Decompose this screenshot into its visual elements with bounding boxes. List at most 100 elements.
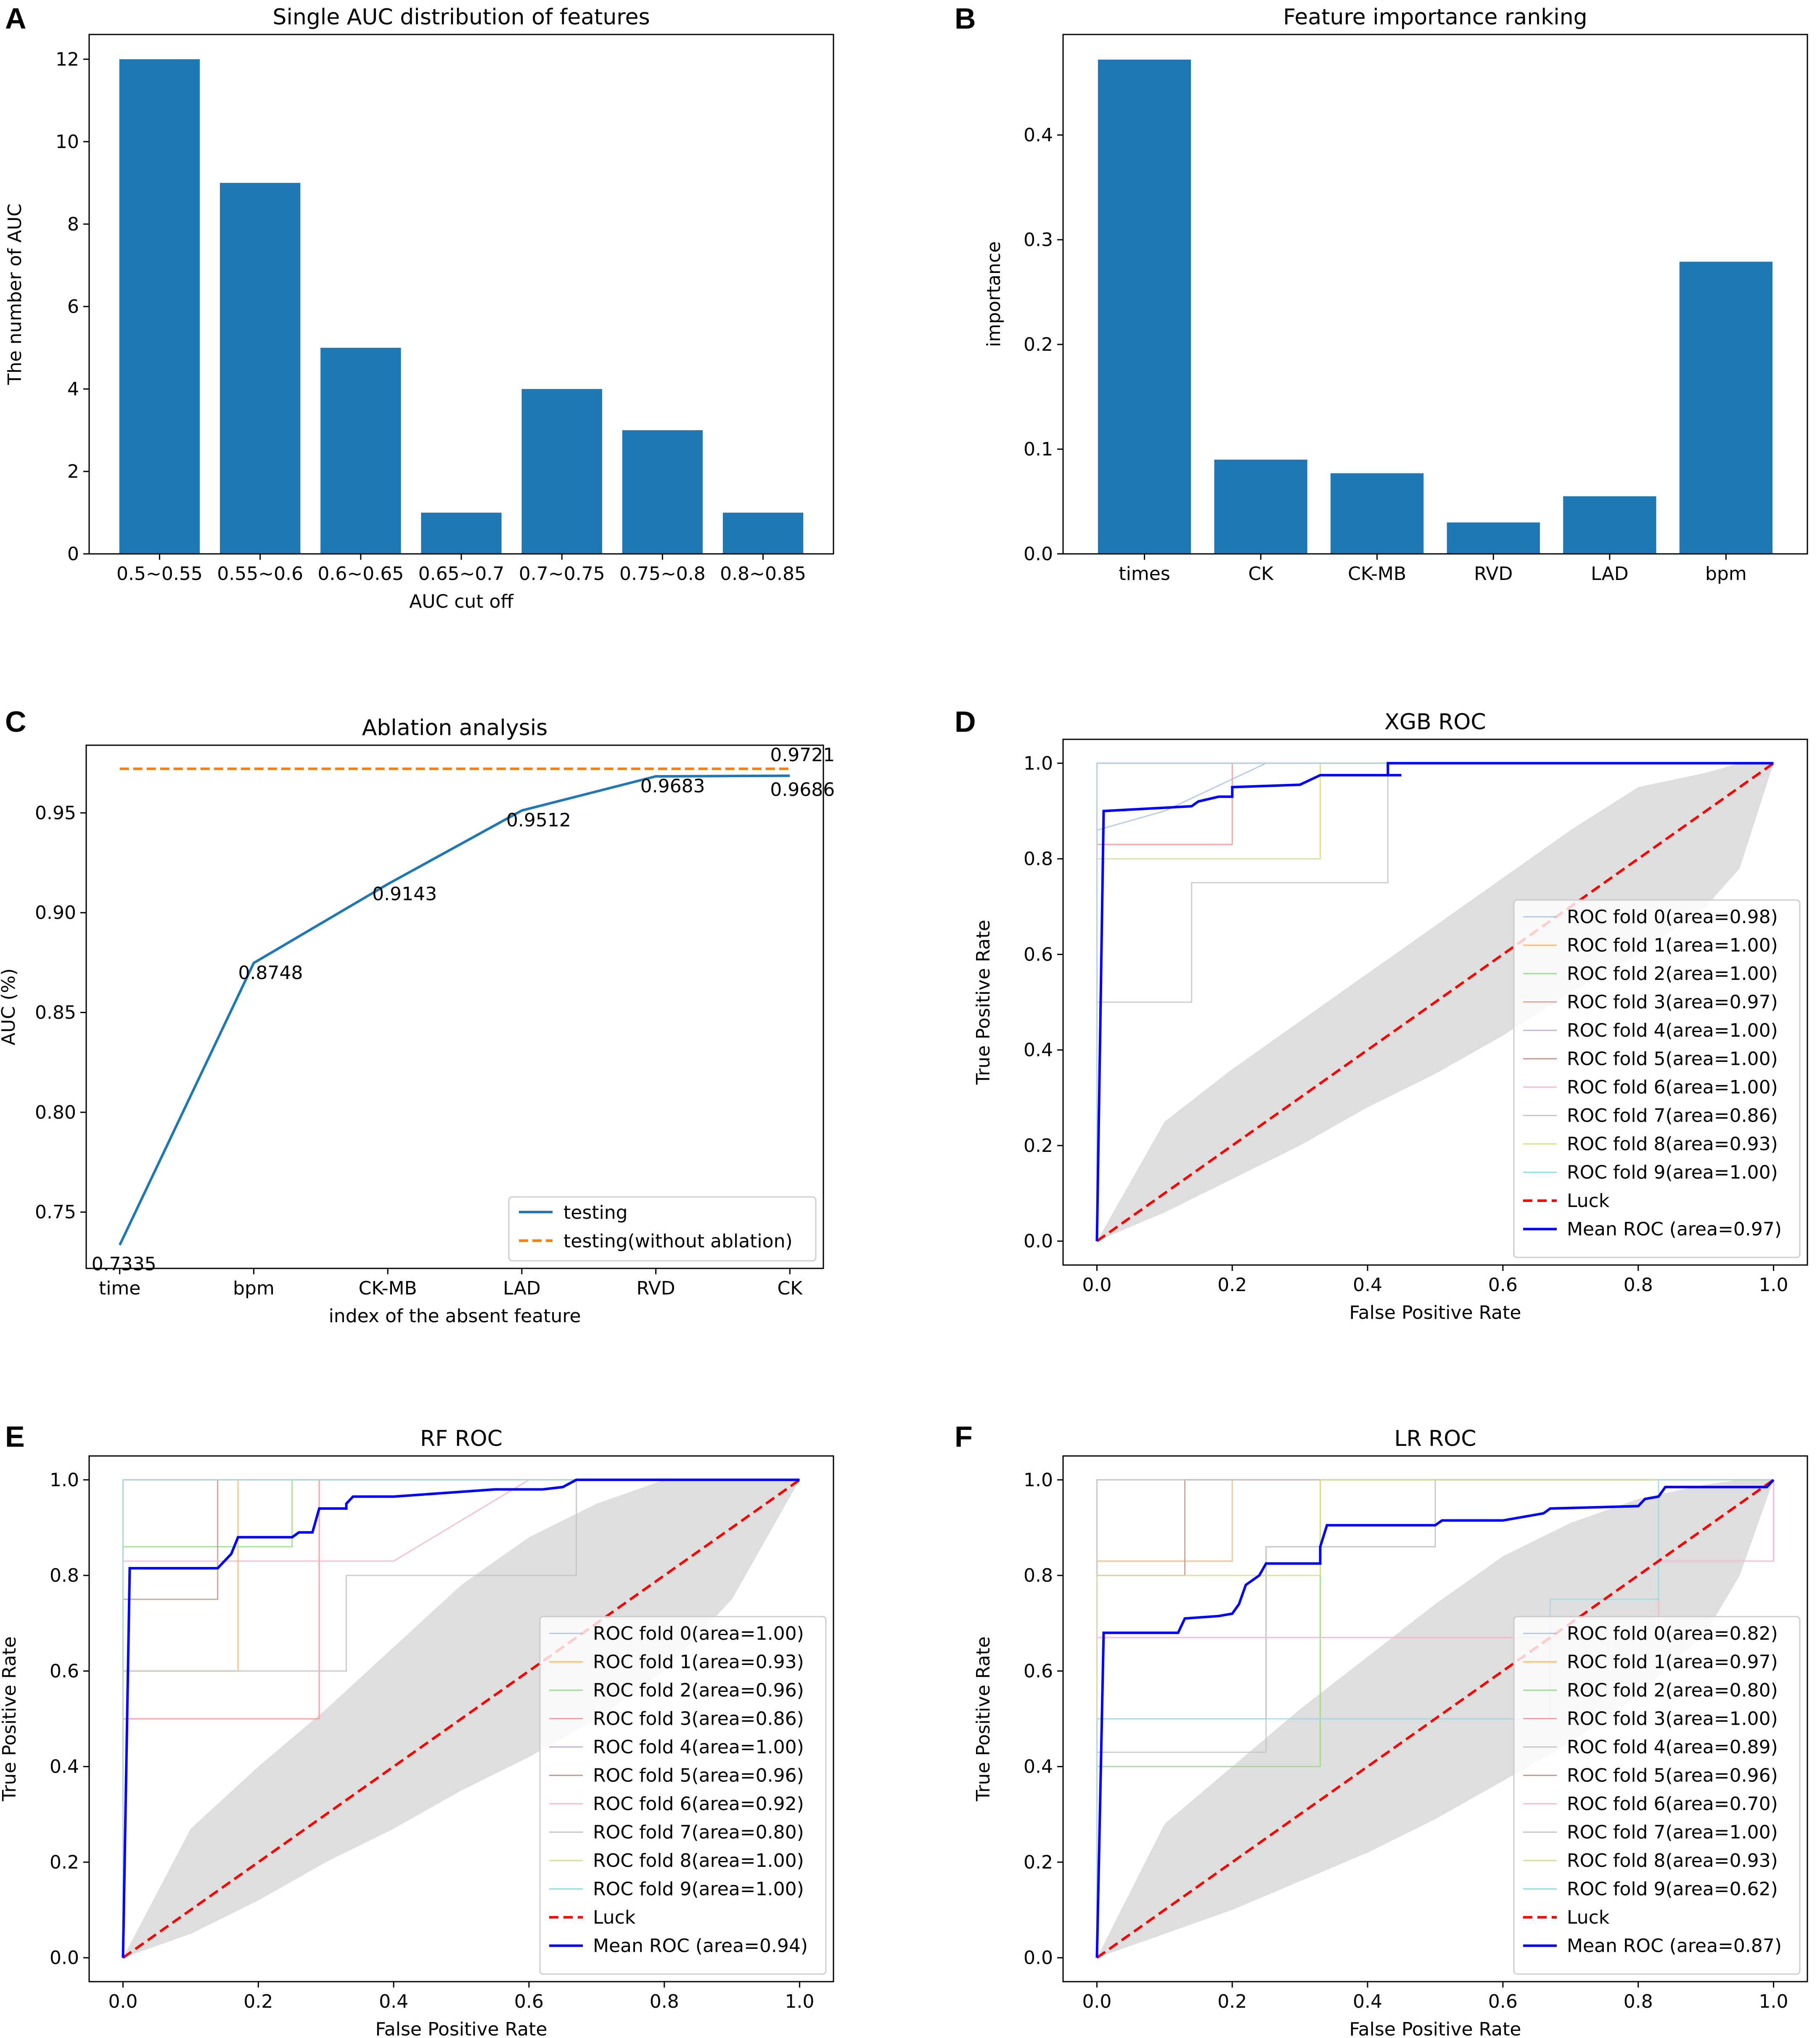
legend-label: ROC fold 3(area=0.97) [1567, 992, 1778, 1013]
x-tick-label: 0.65~0.7 [418, 563, 505, 585]
x-tick-label: 1.0 [1759, 1991, 1788, 2012]
legend-label: Mean ROC (area=0.87) [1567, 1935, 1782, 1957]
luck-line [1096, 762, 1775, 1242]
y-tick-label: 0.6 [50, 1660, 79, 1682]
data-label: 0.9686 [770, 779, 835, 801]
mean-roc-line [1095, 762, 1774, 1241]
axes-frame [1062, 34, 1808, 555]
y-tick-label: 4 [67, 378, 79, 400]
legend-label: ROC fold 2(area=0.80) [1567, 1680, 1778, 1701]
chart-title: XGB ROC [1384, 709, 1486, 735]
data-label: 0.8748 [238, 962, 303, 984]
legend-label: ROC fold 2(area=0.96) [593, 1680, 804, 1701]
x-tick-label: RVD [637, 1278, 675, 1299]
legend [1513, 1616, 1801, 1975]
data-label: 0.9143 [372, 883, 437, 905]
legend-label: ROC fold 6(area=0.70) [1567, 1793, 1778, 1815]
y-tick-label: 2 [67, 461, 79, 482]
panel-label-c: C [5, 705, 26, 738]
data-label: 0.9512 [506, 810, 571, 831]
x-tick-label: time [99, 1278, 140, 1299]
y-axis-label: True Positive Rate [973, 920, 994, 1085]
x-tick-label: 0.75~0.8 [619, 563, 706, 585]
x-tick-label: CK [1248, 563, 1274, 585]
y-tick-label: 0.75 [35, 1202, 76, 1223]
y-tick-label: 0.85 [35, 1002, 76, 1024]
x-tick-label: 0.5~0.55 [116, 563, 203, 585]
x-tick-label: LAD [1591, 563, 1629, 585]
x-tick-label: 0.2 [1217, 1991, 1247, 2012]
axes-frame [85, 744, 824, 1269]
legend-label: ROC fold 4(area=1.00) [1567, 1020, 1778, 1041]
x-tick-label: 1.0 [1759, 1274, 1788, 1296]
x-tick-label: 0.6 [1488, 1274, 1518, 1296]
y-tick-label: 1.0 [50, 1469, 79, 1491]
y-tick-label: 10 [56, 131, 79, 153]
legend-label: ROC fold 9(area=1.00) [593, 1879, 804, 1900]
legend-label: ROC fold 0(area=1.00) [593, 1623, 804, 1644]
x-tick-label: 0.55~0.6 [217, 563, 303, 585]
x-axis-label: AUC cut off [409, 591, 514, 612]
legend [539, 1616, 827, 1975]
y-tick-label: 0.90 [35, 902, 76, 924]
data-label: 0.9721 [770, 744, 835, 766]
y-tick-label: 0.8 [1024, 848, 1053, 870]
series-line-0 [118, 774, 790, 1246]
y-tick-label: 0.0 [1024, 1231, 1053, 1252]
y-tick-label: 0.2 [1024, 1135, 1053, 1157]
x-tick-label: 0.2 [243, 1991, 273, 2012]
x-tick-label: 0.6~0.65 [317, 563, 404, 585]
legend-label: ROC fold 6(area=1.00) [1567, 1077, 1778, 1098]
legend-label: Mean ROC (area=0.94) [593, 1935, 808, 1957]
y-tick-label: 0.0 [1024, 543, 1053, 565]
legend-label: ROC fold 5(area=0.96) [1567, 1765, 1778, 1787]
y-tick-label: 0.8 [50, 1565, 79, 1586]
y-tick-label: 0.4 [1024, 124, 1053, 146]
y-tick-label: 0.8 [1024, 1565, 1053, 1586]
legend-label: ROC fold 1(area=1.00) [1567, 935, 1778, 956]
panel-c: 0.7335 0.8748 0.9143 0.9512 0.9683 0.9686 0.97… [0, 715, 835, 1327]
y-tick-label: 0.3 [1024, 229, 1053, 251]
y-tick-label: 0.6 [1024, 1660, 1053, 1682]
axes-frame [1062, 738, 1808, 1266]
legend-label: ROC fold 5(area=1.00) [1567, 1048, 1778, 1070]
x-tick-label: CK [778, 1278, 803, 1299]
panel-label-b: B [955, 2, 976, 35]
legend-label: ROC fold 0(area=0.82) [1567, 1623, 1778, 1644]
bar-b-0 [1098, 59, 1191, 554]
y-tick-label: 8 [67, 214, 79, 235]
legend-label: ROC fold 3(area=0.86) [593, 1708, 804, 1730]
legend-label: ROC fold 6(area=0.92) [593, 1793, 804, 1815]
x-tick-label: 0.0 [108, 1991, 138, 2012]
x-tick-label: 0.8 [1624, 1991, 1653, 2012]
bar-b-5 [1679, 262, 1773, 554]
legend-label: ROC fold 7(area=0.86) [1567, 1105, 1778, 1127]
x-tick-label: 0.8 [1624, 1274, 1653, 1296]
legend-label: ROC fold 9(area=1.00) [1567, 1162, 1778, 1183]
legend-label: ROC fold 9(area=0.62) [1567, 1879, 1778, 1900]
x-tick-label: 0.6 [514, 1991, 544, 2012]
x-tick-label: bpm [1705, 563, 1747, 585]
x-axis-label: False Positive Rate [1349, 1302, 1521, 1323]
bar-a-0 [119, 59, 200, 554]
y-axis-label: importance [983, 241, 1005, 347]
legend-label: Luck [1567, 1907, 1610, 1928]
y-tick-label: 0.6 [1024, 944, 1053, 965]
roc-fold-line-9 [1096, 1479, 1774, 1958]
y-tick-label: 12 [56, 49, 79, 70]
x-tick-label: 0.0 [1082, 1991, 1111, 2012]
y-tick-label: 0.0 [50, 1947, 79, 1969]
y-tick-label: 0 [67, 543, 79, 565]
x-tick-label: 0.4 [1353, 1991, 1382, 2012]
x-tick-label: times [1119, 563, 1170, 585]
legend [508, 1196, 817, 1262]
bar-a-3 [421, 512, 502, 554]
bar-b-1 [1214, 459, 1307, 554]
x-axis-label: index of the absent feature [329, 1305, 581, 1327]
axes-frame [1062, 1455, 1808, 1982]
panel-d: 0.0 0.0 0.2 0.2 0.4 0.4 0.6 0.6 0.8 0.8 1.0 1.0 XGB … [973, 709, 1808, 1323]
panel-e: 0.0 0.0 0.2 0.2 0.4 0.4 0.6 0.6 0.8 0.8 1.0 1.0 RF R… [0, 1426, 834, 2038]
x-tick-label: 0.2 [1217, 1274, 1247, 1296]
y-tick-label: 1.0 [1024, 753, 1053, 774]
